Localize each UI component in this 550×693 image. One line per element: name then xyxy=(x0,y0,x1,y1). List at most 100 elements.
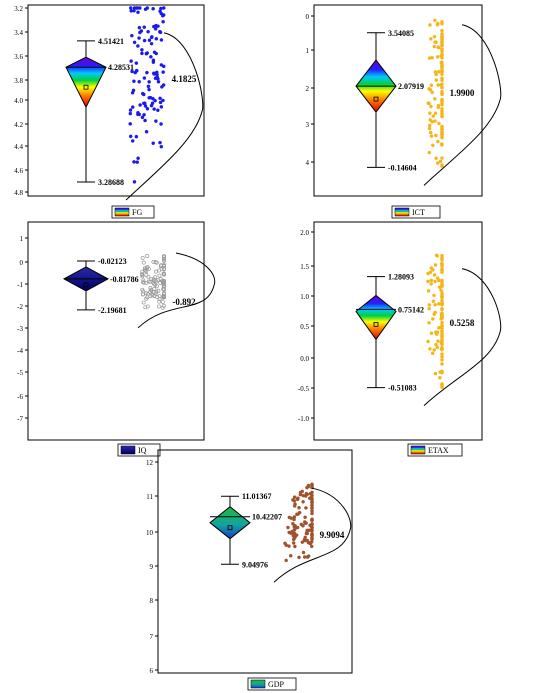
data-point xyxy=(153,98,157,103)
data-point xyxy=(440,278,444,283)
data-point xyxy=(142,113,146,117)
data-point xyxy=(303,538,307,543)
data-point xyxy=(429,331,434,335)
mean-value-label: 4.1825 xyxy=(172,74,197,84)
data-point xyxy=(293,544,297,549)
data-point xyxy=(143,118,147,123)
data-point xyxy=(287,515,292,520)
data-point xyxy=(427,150,432,155)
data-point xyxy=(440,299,444,303)
data-point xyxy=(152,294,157,298)
mean-marker xyxy=(373,322,379,327)
data-point xyxy=(161,280,166,285)
y-tick-label: 7 xyxy=(150,633,154,641)
data-point xyxy=(432,34,437,39)
data-point xyxy=(440,335,444,339)
data-point xyxy=(162,6,166,10)
data-point xyxy=(154,289,159,294)
data-point xyxy=(157,304,161,309)
data-point xyxy=(435,276,440,280)
distribution-curve xyxy=(423,24,502,186)
data-point xyxy=(128,108,133,112)
data-point xyxy=(440,49,444,54)
mean-value-label: -0.892 xyxy=(172,297,196,307)
data-point xyxy=(440,132,444,137)
data-point xyxy=(158,30,163,35)
data-point xyxy=(291,541,296,545)
data-point xyxy=(437,302,441,306)
data-point xyxy=(433,371,438,376)
data-point xyxy=(157,299,162,304)
legend-swatch xyxy=(250,679,266,689)
data-point xyxy=(310,528,314,533)
y-tick-label: 0 xyxy=(20,259,24,267)
data-point xyxy=(433,310,437,315)
data-point xyxy=(438,375,442,380)
distribution-curve xyxy=(125,32,204,201)
data-point xyxy=(136,10,140,15)
data-point xyxy=(129,9,134,13)
data-point xyxy=(136,156,140,160)
y-tick-label: 10 xyxy=(146,529,154,537)
mean-marker xyxy=(227,525,233,531)
data-point xyxy=(427,321,431,325)
data-point xyxy=(433,279,437,284)
data-point xyxy=(148,95,153,100)
data-point xyxy=(128,122,132,126)
y-tick-label: 4 xyxy=(306,159,310,167)
data-point xyxy=(159,122,163,126)
data-point xyxy=(440,253,444,258)
data-point xyxy=(440,142,444,146)
data-point xyxy=(154,284,159,289)
data-point xyxy=(130,105,135,109)
data-point xyxy=(156,288,161,293)
data-point xyxy=(161,98,165,103)
data-point xyxy=(162,258,166,263)
data-point xyxy=(150,35,154,39)
data-point xyxy=(440,382,444,386)
data-point xyxy=(149,287,153,292)
label-min: -0.51083 xyxy=(388,384,417,393)
data-point xyxy=(429,104,433,109)
data-point xyxy=(440,64,444,68)
data-point xyxy=(305,555,310,559)
data-point xyxy=(435,345,439,350)
label-median: 4.28531 xyxy=(108,63,134,72)
data-point xyxy=(284,558,288,563)
data-point xyxy=(302,520,307,524)
data-point xyxy=(434,78,439,82)
data-point xyxy=(429,83,434,87)
data-point xyxy=(144,129,149,134)
data-point xyxy=(137,79,141,84)
data-point xyxy=(436,21,440,26)
data-point xyxy=(310,506,314,510)
data-point xyxy=(432,348,436,352)
data-point xyxy=(433,18,437,23)
data-point xyxy=(140,115,145,120)
data-point xyxy=(140,272,145,277)
data-point xyxy=(162,64,166,69)
data-point xyxy=(440,283,444,287)
data-point xyxy=(292,536,297,540)
mean-marker xyxy=(373,96,379,102)
data-point xyxy=(156,77,160,81)
data-point xyxy=(143,265,147,270)
data-point xyxy=(149,41,154,46)
data-point xyxy=(154,279,159,284)
mean-value-label: 1.9900 xyxy=(450,88,475,98)
data-point xyxy=(433,97,437,101)
legend-label: IQ xyxy=(138,446,147,455)
data-point xyxy=(135,68,139,73)
data-point xyxy=(151,60,156,64)
data-point xyxy=(427,306,431,311)
data-point xyxy=(140,51,144,56)
data-point xyxy=(426,279,430,284)
y-tick-label: 3.4 xyxy=(14,29,23,37)
data-point xyxy=(141,278,146,283)
label-median: 10.42207 xyxy=(252,513,282,522)
y-tick-label: 0.5 xyxy=(300,323,309,331)
y-tick-label: 3.8 xyxy=(14,77,23,85)
y-tick-label: -0.5 xyxy=(298,385,310,393)
data-point xyxy=(440,90,444,94)
data-point xyxy=(146,29,150,34)
